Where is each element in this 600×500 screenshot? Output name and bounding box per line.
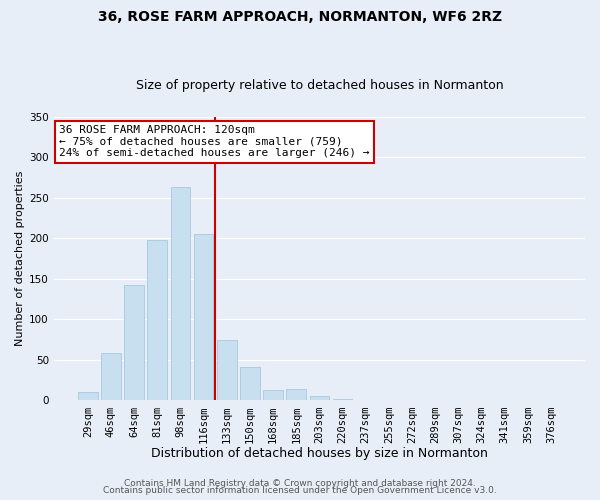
Title: Size of property relative to detached houses in Normanton: Size of property relative to detached ho… [136,79,503,92]
Text: 36 ROSE FARM APPROACH: 120sqm
← 75% of detached houses are smaller (759)
24% of : 36 ROSE FARM APPROACH: 120sqm ← 75% of d… [59,126,370,158]
Bar [217,340,236,400]
Text: Contains public sector information licensed under the Open Government Licence v3: Contains public sector information licen… [103,486,497,495]
Bar [148,240,167,400]
Bar [194,234,214,400]
X-axis label: Distribution of detached houses by size in Normanton: Distribution of detached houses by size … [151,447,488,460]
Text: Contains HM Land Registry data © Crown copyright and database right 2024.: Contains HM Land Registry data © Crown c… [124,478,476,488]
Bar [124,284,144,401]
Bar [78,392,98,400]
Bar [101,354,121,401]
Bar [263,390,283,400]
Bar [170,188,190,400]
Bar [286,389,306,400]
Bar [310,396,329,400]
Bar [333,399,352,400]
Y-axis label: Number of detached properties: Number of detached properties [15,171,25,346]
Bar [240,367,260,400]
Text: 36, ROSE FARM APPROACH, NORMANTON, WF6 2RZ: 36, ROSE FARM APPROACH, NORMANTON, WF6 2… [98,10,502,24]
